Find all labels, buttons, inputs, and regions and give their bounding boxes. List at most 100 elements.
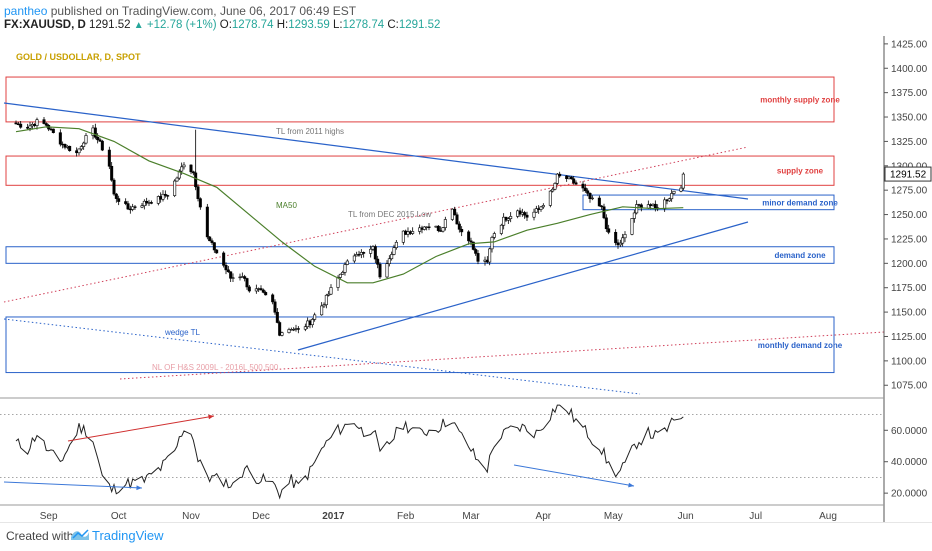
price-tick-label: 1150.00 xyxy=(891,308,927,319)
time-tick-label: Jun xyxy=(678,511,694,522)
axes: 1075.00 1100.00 1125.00 1150.00 1175.00 1200.… xyxy=(0,36,932,522)
candle-body xyxy=(602,206,606,219)
zone-demand-zone xyxy=(5,246,835,264)
candle-body xyxy=(667,198,671,202)
candle-body xyxy=(107,149,111,167)
candle-body xyxy=(156,196,160,204)
candle-body xyxy=(618,242,622,246)
candle-body xyxy=(572,178,576,184)
candle-body xyxy=(322,304,326,307)
annotation-label: NL OF H&S 2009L - 2016L 500.500 xyxy=(152,363,279,372)
candle-body xyxy=(427,226,431,228)
candle-body xyxy=(362,252,366,254)
time-tick-label: May xyxy=(604,511,623,522)
change-arrow-icon: ▲ xyxy=(133,20,144,31)
price-tick-label: 1225.00 xyxy=(891,234,928,245)
oscillator-line xyxy=(15,404,684,500)
tradingview-brand-link[interactable]: TradingView xyxy=(92,528,164,543)
candle-body xyxy=(271,294,275,303)
author-link[interactable]: pantheo xyxy=(4,4,48,18)
candle-body xyxy=(583,187,587,192)
candle-body xyxy=(182,164,186,168)
candle-body xyxy=(93,127,97,138)
footer: Created with TradingView xyxy=(0,522,932,551)
candle-body xyxy=(390,254,394,260)
candle-body xyxy=(509,216,513,220)
time-tick-label: Dec xyxy=(252,511,270,522)
candle-body xyxy=(278,322,282,336)
chart-header: pantheo published on TradingView.com, Ju… xyxy=(0,0,932,36)
price-tick-label: 1425.00 xyxy=(891,39,928,50)
zone-label: monthly demand zone xyxy=(758,341,843,350)
dotted-blue-line xyxy=(3,318,641,395)
candle-body xyxy=(499,224,503,234)
oscillator-pane: 20.0000 40.0000 60.0000 xyxy=(0,404,928,500)
candle-body xyxy=(124,201,128,204)
candle-body xyxy=(229,271,233,279)
candle-body xyxy=(539,206,543,210)
candle-body xyxy=(58,132,62,145)
candle-body xyxy=(198,198,202,208)
annotations: monthly supply zone supply zone minor dema… xyxy=(152,95,843,372)
candle-body xyxy=(180,166,184,172)
candle-body xyxy=(84,135,88,144)
candle-body xyxy=(210,240,214,243)
candle-body xyxy=(455,214,459,225)
candle-body xyxy=(215,249,219,254)
price-chart[interactable]: monthly supply zone supply zone minor dema… xyxy=(0,36,932,522)
candle-body xyxy=(224,265,228,271)
candle-body xyxy=(110,165,114,181)
candle-body xyxy=(205,206,209,238)
candle-body xyxy=(114,193,118,199)
osc-tick-label: 40.0000 xyxy=(891,457,928,468)
candle-body xyxy=(161,193,165,200)
annotation-label: MA50 xyxy=(276,201,297,210)
candle-body xyxy=(243,276,247,279)
time-tick-label: 2017 xyxy=(322,511,345,522)
candle-body xyxy=(474,249,478,254)
time-tick-label: Feb xyxy=(397,511,415,522)
candle-body xyxy=(506,218,510,221)
candle-body xyxy=(68,145,72,152)
candle-body xyxy=(534,208,538,213)
candle-body xyxy=(303,326,307,330)
candle-body xyxy=(607,228,611,233)
candle-body xyxy=(82,142,86,147)
chart-title: GOLD / USDOLLAR, D, SPOT xyxy=(16,52,141,62)
candle-body xyxy=(275,311,279,323)
candle-body xyxy=(166,195,170,197)
candle-body xyxy=(126,203,130,210)
zone-label: supply zone xyxy=(777,167,824,176)
candle-body xyxy=(553,183,557,190)
time-tick-label: Apr xyxy=(536,511,552,522)
candle-body xyxy=(394,241,398,249)
candle-body xyxy=(492,233,496,238)
candle-body xyxy=(133,206,137,208)
candle-body xyxy=(376,258,380,265)
candle-body xyxy=(588,192,592,199)
price-tick-label: 1175.00 xyxy=(891,283,927,294)
price-tick-label: 1200.00 xyxy=(891,259,928,270)
candle-body xyxy=(476,253,480,262)
zones xyxy=(5,76,835,374)
candle-body xyxy=(469,240,473,243)
tl-2011-highs-line xyxy=(3,102,749,200)
candle-body xyxy=(590,197,594,200)
candle-body xyxy=(320,305,324,316)
zone-monthly-supply-zone xyxy=(5,76,835,123)
zone-label: demand zone xyxy=(774,251,826,260)
time-tick-label: Nov xyxy=(182,511,200,522)
price-tick-label: 1100.00 xyxy=(891,356,927,367)
annotation-label: TL from DEC 2015 Low xyxy=(348,210,432,219)
low-label: L: xyxy=(332,19,343,31)
close-value: 1291.52 xyxy=(398,19,441,31)
candle-body xyxy=(490,237,494,250)
candle-body xyxy=(378,264,382,278)
candle-body xyxy=(672,190,676,194)
candle-body xyxy=(422,226,426,230)
open-value: 1278.74 xyxy=(231,19,274,31)
tl-dec-2015-line xyxy=(3,146,749,303)
candle-body xyxy=(96,136,100,141)
candle-body xyxy=(177,170,181,179)
candle-body xyxy=(341,272,345,275)
